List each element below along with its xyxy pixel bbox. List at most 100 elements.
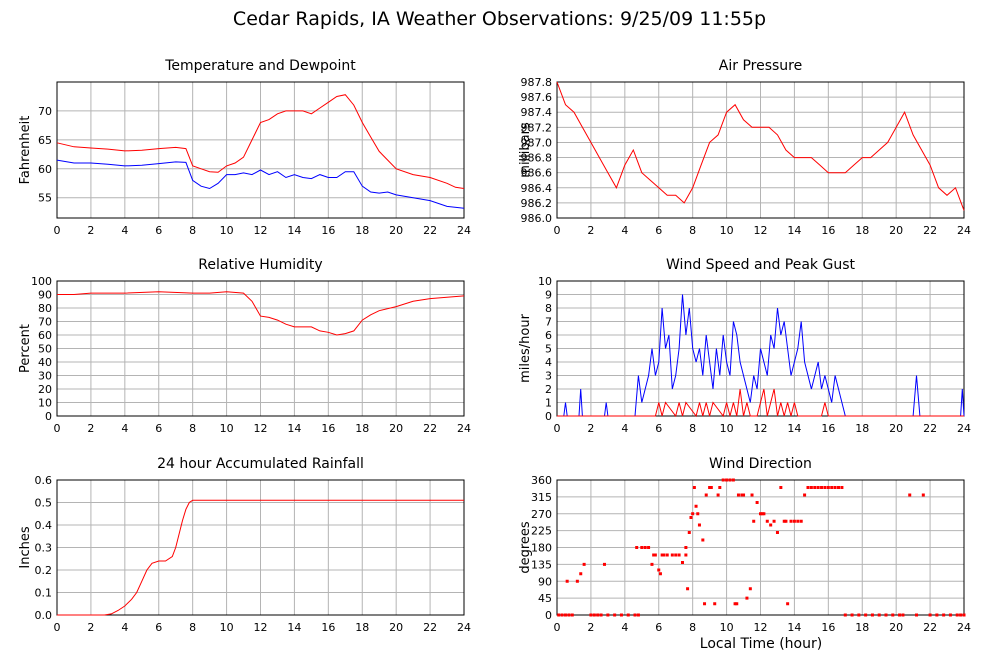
x-tick-label: 14 xyxy=(287,621,301,634)
data-point xyxy=(840,486,844,489)
y-tick-label: 986.0 xyxy=(521,212,553,225)
x-tick-label: 0 xyxy=(554,224,561,237)
x-tick-label: 2 xyxy=(87,224,94,237)
y-tick-label: 0.1 xyxy=(35,587,53,600)
x-tick-label: 8 xyxy=(189,621,196,634)
data-point xyxy=(635,546,639,549)
x-tick-label: 20 xyxy=(389,224,403,237)
shared-x-axis-label: Local Time (hour) xyxy=(699,636,823,652)
chart-title: Air Pressure xyxy=(719,58,802,74)
data-point xyxy=(721,478,725,482)
x-tick-label: 24 xyxy=(957,621,971,634)
data-point xyxy=(935,613,939,617)
x-tick-label: 0 xyxy=(554,621,561,634)
y-tick-label: 9 xyxy=(545,289,552,302)
x-tick-label: 20 xyxy=(389,422,403,435)
data-point xyxy=(660,553,664,557)
data-point xyxy=(602,562,606,566)
y-tick-label: 987.8 xyxy=(521,76,553,89)
plot-frame xyxy=(556,81,965,219)
data-point xyxy=(870,613,874,617)
chart-title: Wind Direction xyxy=(709,456,812,472)
y-tick-label: 3 xyxy=(545,370,552,383)
data-point xyxy=(833,486,837,489)
y-tick-label: 60 xyxy=(38,329,52,342)
data-point xyxy=(633,613,637,617)
y-tick-label: 986.8 xyxy=(521,152,553,165)
data-point xyxy=(650,562,654,566)
x-tick-label: 20 xyxy=(889,422,903,435)
x-tick-label: 4 xyxy=(121,422,128,435)
data-point xyxy=(755,501,759,504)
y-tick-label: 0.0 xyxy=(35,609,53,622)
data-point xyxy=(684,553,688,557)
data-point xyxy=(694,504,698,508)
x-tick-label: 12 xyxy=(754,224,768,237)
y-tick-label: 0 xyxy=(545,410,552,423)
x-tick-label: 14 xyxy=(787,422,801,435)
data-point xyxy=(959,613,963,617)
y-tick-label: 180 xyxy=(531,542,552,555)
x-tick-label: 22 xyxy=(923,224,937,237)
data-point xyxy=(735,602,739,606)
y-tick-label: 6 xyxy=(545,329,552,342)
y-tick-label: 20 xyxy=(38,383,52,396)
data-point xyxy=(657,568,661,572)
x-tick-label: 14 xyxy=(787,621,801,634)
data-point xyxy=(928,613,932,617)
data-point xyxy=(759,512,762,516)
data-point xyxy=(796,519,800,523)
data-point xyxy=(687,531,691,534)
plot-frame xyxy=(56,280,465,417)
data-point xyxy=(689,516,693,519)
data-point xyxy=(837,486,841,489)
x-tick-label: 16 xyxy=(321,422,335,435)
data-point xyxy=(606,613,610,617)
x-tick-label: 4 xyxy=(621,422,628,435)
data-point xyxy=(567,613,571,617)
y-tick-label: 225 xyxy=(531,525,552,538)
plot-frame xyxy=(56,81,465,219)
x-tick-label: 16 xyxy=(821,621,835,634)
data-point xyxy=(709,486,713,489)
y-tick-label: 50 xyxy=(38,343,52,356)
data-point xyxy=(696,512,700,516)
x-tick-label: 0 xyxy=(54,224,61,237)
data-point xyxy=(799,519,803,523)
data-point xyxy=(864,613,868,617)
y-tick-label: 0.3 xyxy=(35,542,53,555)
y-tick-label: 90 xyxy=(38,289,52,302)
y-tick-label: 100 xyxy=(31,275,52,288)
x-tick-label: 4 xyxy=(121,224,128,237)
data-point xyxy=(820,486,824,489)
data-point xyxy=(816,486,820,489)
data-point xyxy=(921,493,925,497)
x-tick-label: 16 xyxy=(821,224,835,237)
data-point xyxy=(762,512,766,516)
data-point xyxy=(596,613,600,617)
x-tick-label: 12 xyxy=(754,422,768,435)
data-point xyxy=(823,486,827,489)
data-point xyxy=(599,613,603,617)
y-axis-label: Inches xyxy=(18,526,33,568)
x-tick-label: 2 xyxy=(587,422,594,435)
x-tick-label: 4 xyxy=(121,621,128,634)
data-point xyxy=(701,538,705,542)
data-point xyxy=(782,519,786,523)
y-tick-label: 986.2 xyxy=(521,197,553,210)
x-tick-label: 24 xyxy=(957,224,971,237)
data-point xyxy=(733,602,737,606)
data-point xyxy=(884,613,888,617)
x-tick-label: 8 xyxy=(689,224,696,237)
x-tick-label: 14 xyxy=(287,422,301,435)
x-tick-label: 18 xyxy=(355,422,369,435)
data-point xyxy=(560,613,564,617)
y-tick-label: 80 xyxy=(38,302,52,315)
data-point xyxy=(692,486,696,489)
y-tick-label: 60 xyxy=(38,163,52,176)
data-point xyxy=(760,512,764,516)
data-point xyxy=(850,613,854,617)
